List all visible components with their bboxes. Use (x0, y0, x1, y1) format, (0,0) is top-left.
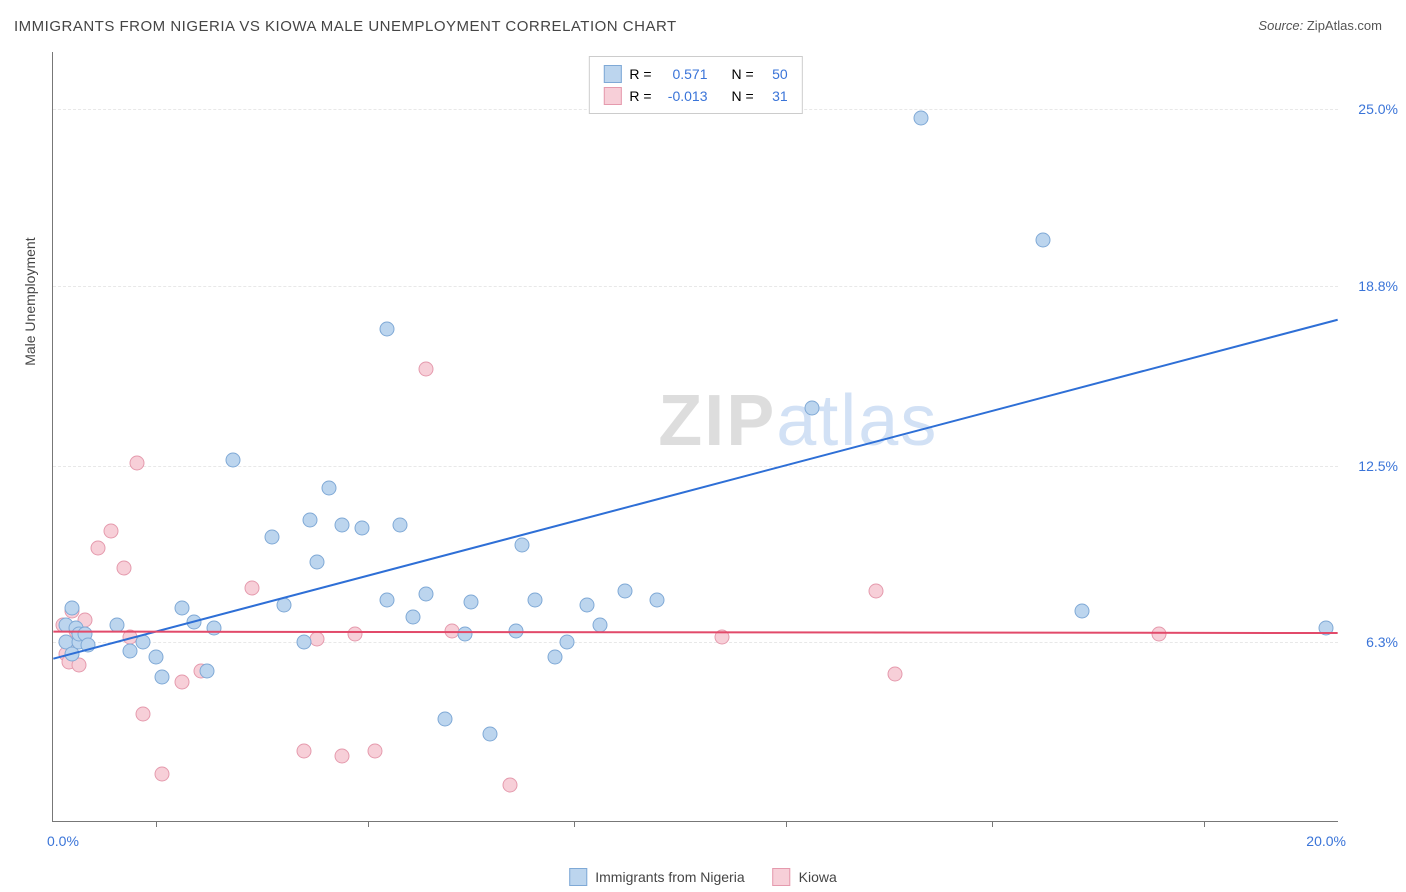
swatch-series-b (603, 87, 621, 105)
x-tick (786, 821, 787, 827)
legend-swatch-a (569, 868, 587, 886)
source-attribution: Source: ZipAtlas.com (1258, 18, 1382, 33)
x-tick (368, 821, 369, 827)
source-label: Source: (1258, 18, 1303, 33)
correlation-stat-box: R = 0.571 N = 50 R = -0.013 N = 31 (588, 56, 802, 114)
n-label-a: N = (732, 66, 754, 82)
x-tick (156, 821, 157, 827)
x-tick (1204, 821, 1205, 827)
chart-title: IMMIGRANTS FROM NIGERIA VS KIOWA MALE UN… (14, 18, 677, 35)
legend-label-b: Kiowa (799, 869, 837, 885)
y-tick-label: 25.0% (1346, 101, 1398, 117)
y-tick-label: 6.3% (1346, 634, 1398, 650)
y-axis-title: Male Unemployment (22, 237, 38, 365)
x-tick (992, 821, 993, 827)
r-value-b: -0.013 (660, 88, 708, 104)
legend-item-series-b: Kiowa (773, 868, 837, 886)
x-axis-max-label: 20.0% (1306, 833, 1346, 849)
n-value-a: 50 (762, 66, 788, 82)
r-label-a: R = (629, 66, 651, 82)
legend-swatch-b (773, 868, 791, 886)
n-value-b: 31 (762, 88, 788, 104)
y-tick-label: 18.8% (1346, 278, 1398, 294)
trend-line (53, 320, 1337, 659)
legend: Immigrants from Nigeria Kiowa (569, 868, 837, 886)
trend-lines-layer (53, 52, 1338, 821)
y-tick-label: 12.5% (1346, 458, 1398, 474)
r-value-a: 0.571 (660, 66, 708, 82)
legend-label-a: Immigrants from Nigeria (595, 869, 744, 885)
x-axis-min-label: 0.0% (47, 833, 79, 849)
swatch-series-a (603, 65, 621, 83)
stat-row-series-b: R = -0.013 N = 31 (603, 85, 787, 107)
trend-line (53, 632, 1337, 633)
x-tick (574, 821, 575, 827)
r-label-b: R = (629, 88, 651, 104)
n-label-b: N = (732, 88, 754, 104)
plot-area: R = 0.571 N = 50 R = -0.013 N = 31 ZIPat… (52, 52, 1338, 822)
legend-item-series-a: Immigrants from Nigeria (569, 868, 744, 886)
source-value: ZipAtlas.com (1307, 18, 1382, 33)
stat-row-series-a: R = 0.571 N = 50 (603, 63, 787, 85)
